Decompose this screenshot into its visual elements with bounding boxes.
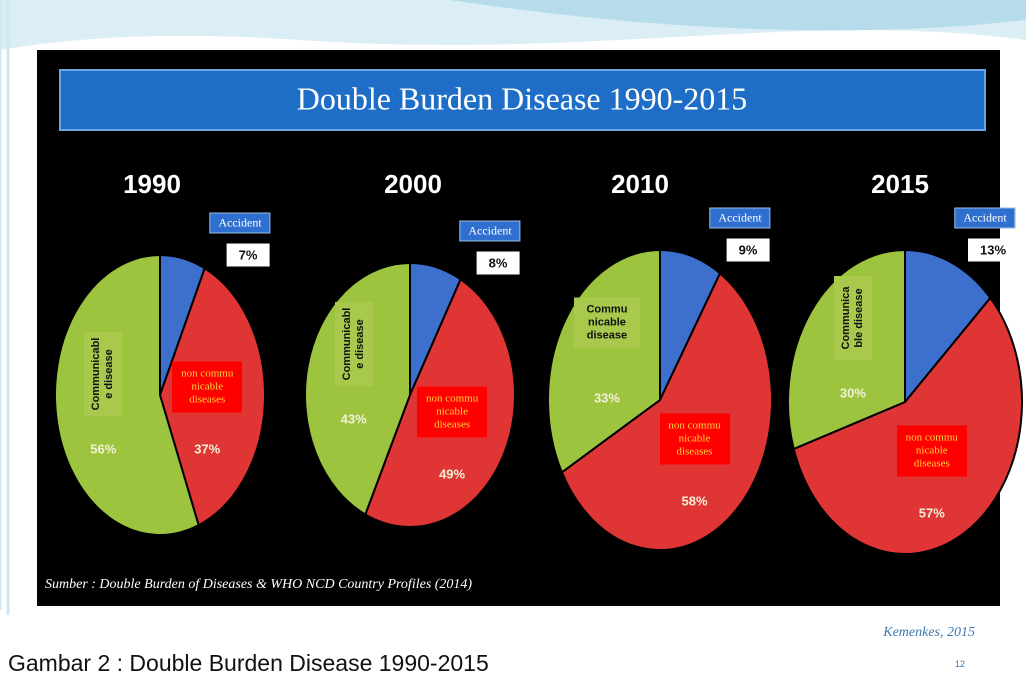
pie-title: 1990	[123, 169, 181, 199]
pie-title: 2010	[611, 169, 669, 199]
border	[0, 0, 10, 615]
value-label: 58%	[681, 493, 708, 509]
slice-label: Communicabl e disease	[334, 302, 373, 387]
slice-label: non commu nicable diseases	[172, 361, 243, 413]
slice-label: non commu nicable diseases	[417, 386, 488, 438]
title: Double Burden Disease 1990-2015	[297, 80, 748, 116]
value-label: 56%	[90, 441, 117, 457]
slice-label: Communicabl e disease	[84, 332, 123, 417]
value-label: 8%	[476, 251, 520, 275]
caption: Gambar 2 : Double Burden Disease 1990-20…	[8, 650, 489, 676]
pie-title: 2015	[871, 169, 929, 199]
pie-slice	[904, 248, 992, 405]
source: Sumber : Double Burden of Diseases & WHO…	[45, 577, 472, 592]
value-label: 49%	[439, 466, 466, 482]
pie-slice	[659, 248, 722, 401]
slice-label: Accident	[459, 220, 521, 242]
page-number: 12	[955, 659, 965, 669]
value-label: 9%	[726, 238, 770, 262]
swoosh	[450, 0, 1026, 31]
slice-label: Commu nicable disease	[573, 297, 640, 349]
pie-title: 2000	[384, 169, 442, 199]
pie-slice	[560, 271, 773, 551]
value-label: 13%	[967, 238, 1019, 262]
pie-slice	[304, 261, 411, 516]
value-label: 33%	[593, 390, 620, 406]
value-label: 37%	[194, 441, 221, 457]
slice-label: Communica ble disease	[833, 275, 872, 360]
slice-label: Accident	[954, 207, 1016, 229]
value-label: 7%	[226, 243, 270, 267]
slice-label: non commu nicable diseases	[896, 425, 967, 477]
credit: Kemenkes, 2015	[882, 625, 975, 640]
slice-label: Accident	[709, 207, 771, 229]
value-label: 30%	[839, 385, 866, 401]
slice-label: non commu nicable diseases	[659, 413, 730, 465]
value-label: 43%	[340, 411, 367, 427]
value-label: 57%	[918, 505, 945, 521]
slice-label: Accident	[209, 212, 271, 234]
title-bar	[59, 69, 986, 131]
pie-slice	[54, 253, 200, 536]
